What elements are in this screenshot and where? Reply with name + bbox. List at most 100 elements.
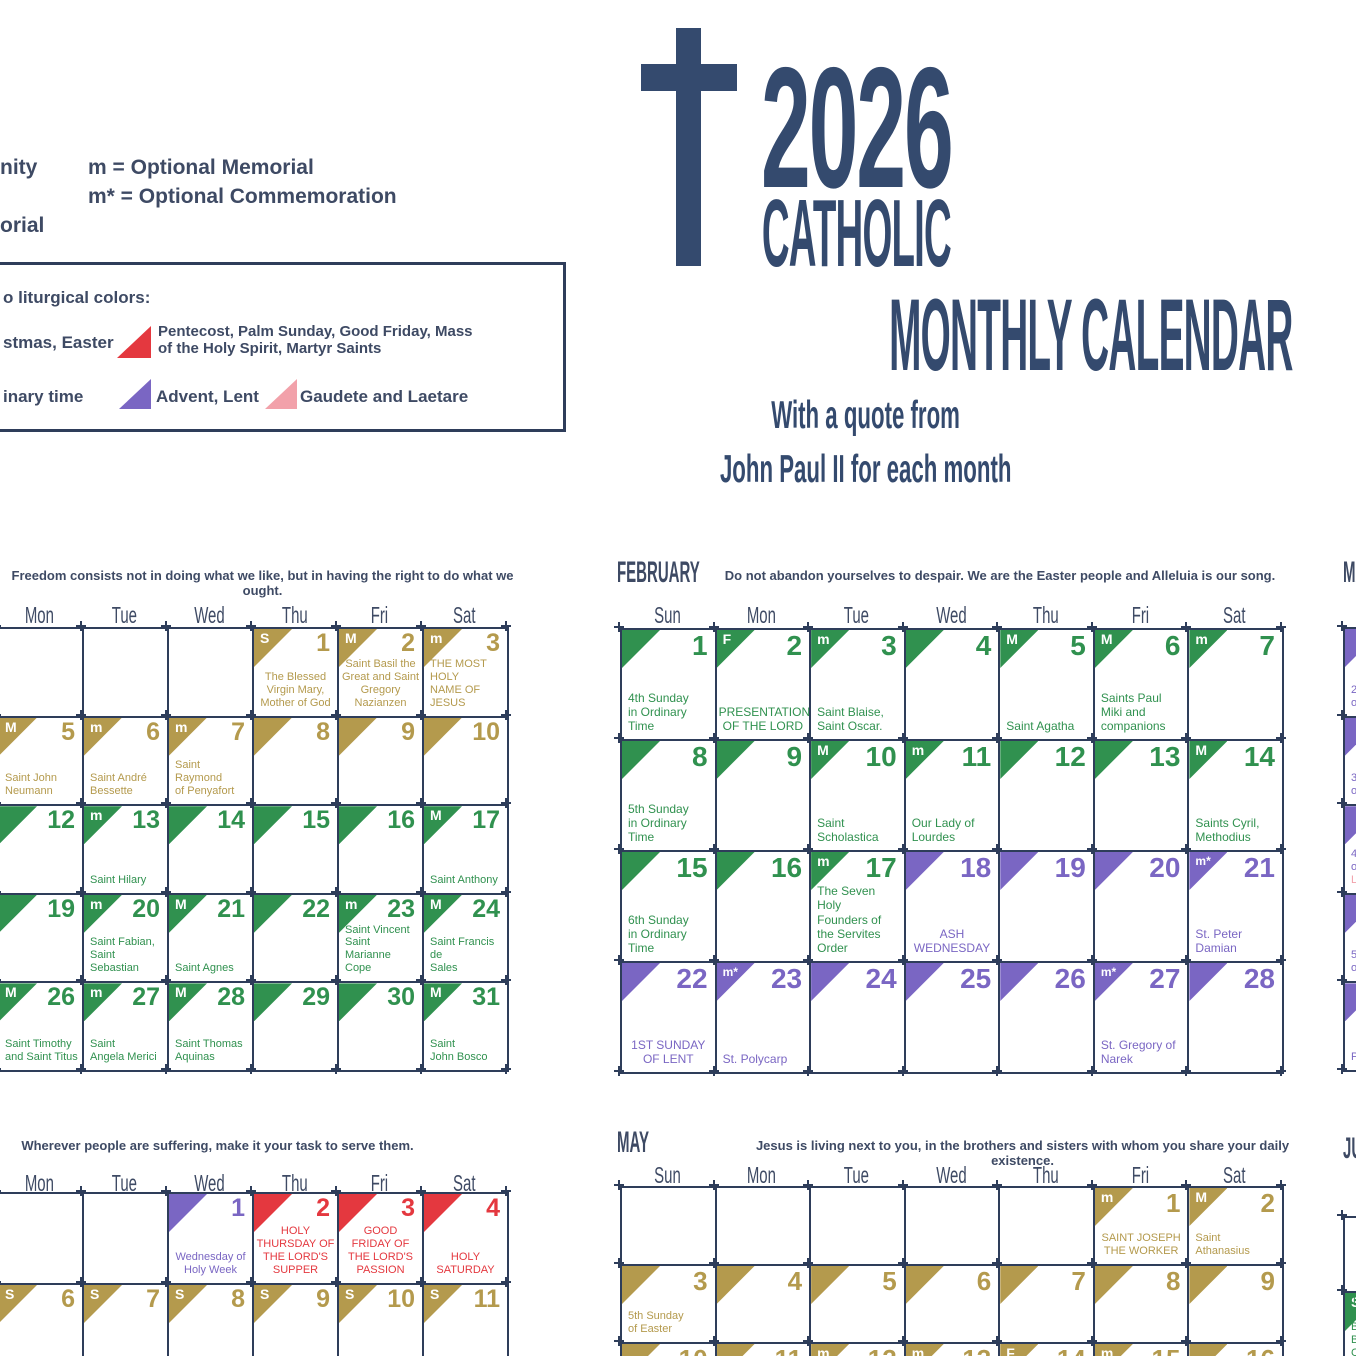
calendar-cell: 9 xyxy=(716,741,812,852)
feast-label: 3rd Sunday of Lent xyxy=(1351,772,1356,798)
day-number: 1 xyxy=(231,1194,245,1222)
feast-label: 4th Sunday in Ordinary Time xyxy=(628,690,689,733)
calendar-cell: 4 HOLY SATURDAY xyxy=(424,1194,509,1285)
triangle-letter: S xyxy=(345,1286,355,1302)
calendar-cell: m 13 xyxy=(905,1344,1001,1356)
triangle-letter: M xyxy=(175,984,187,1001)
calendar-cell: m* 23 St. Polycarp xyxy=(716,963,812,1074)
day-number: 27 xyxy=(132,983,160,1012)
feast-label: 6th Sunday in Ordinary Time xyxy=(628,912,689,955)
liturgical-triangle xyxy=(254,806,292,845)
feast-label: THE MOST HOLY NAME OF JESUS xyxy=(430,657,487,709)
weekday-header: Fri xyxy=(1131,1162,1149,1188)
month-title-june: JUNE xyxy=(1343,1132,1356,1165)
day-number: 9 xyxy=(1260,1266,1275,1296)
weekday-header: Thu xyxy=(281,1170,308,1196)
calendar-cell: 15 6th Sunday in Ordinary Time xyxy=(622,852,717,963)
feast-label: Saints Cyril, Methodius xyxy=(1195,815,1260,844)
weekday-header: Sat xyxy=(453,1170,476,1196)
day-number: 15 xyxy=(302,806,330,835)
calendar-cell: 3 5th Sunday of Easter xyxy=(622,1266,717,1344)
calendar-cell: m* 27 St. Gregory of Narek xyxy=(1094,963,1190,1074)
feast-label: 5th Sunday of Easter xyxy=(628,1310,684,1336)
triangle-letter: m* xyxy=(1195,854,1211,868)
feast-label: Our Lady of Lourdes xyxy=(911,815,975,844)
legend-white-label: stmas, Easter xyxy=(3,333,114,352)
liturgical-triangle xyxy=(1000,852,1039,890)
liturgical-triangle xyxy=(622,630,660,668)
weekday-header: Thu xyxy=(1032,1162,1059,1188)
calendar-cell: F 2 PRESENTATION OF THE LORD xyxy=(716,630,812,741)
calendar-cell: m 11 Our Lady of Lourdes xyxy=(905,741,1001,852)
calendar-cell: 7 xyxy=(1000,1266,1095,1344)
month-title-february: FEBRUARY xyxy=(617,556,700,589)
liturgical-triangle xyxy=(0,806,37,845)
calendar-cell: 29 xyxy=(254,983,339,1072)
triangle-letter: F xyxy=(1006,1345,1015,1356)
liturgical-triangle xyxy=(1345,806,1356,845)
triangle-letter: M xyxy=(1195,742,1208,758)
liturgical-triangle xyxy=(905,1266,944,1304)
day-number: 7 xyxy=(1259,630,1275,661)
month-quote-may: Jesus is living next to you, in the brot… xyxy=(755,1138,1290,1168)
feast-label: PRESENTATION OF THE LORD xyxy=(718,704,811,733)
day-number: 2 xyxy=(1260,1188,1275,1218)
day-number: 11 xyxy=(961,741,992,772)
calendar-cell xyxy=(169,629,254,718)
weekday-header: Tue xyxy=(111,1170,138,1196)
day-number: 29 xyxy=(302,983,330,1012)
triangle-letter: S xyxy=(175,1286,185,1302)
calendar-cell: m 20 Saint Fabian, Saint Sebastian xyxy=(84,894,169,984)
liturgical-triangle xyxy=(254,717,292,756)
day-number: 3 xyxy=(401,1194,415,1222)
calendar-cell: m 6 Saint André Bessette xyxy=(84,717,169,807)
calendar-cell: 19 xyxy=(1000,852,1095,963)
weekday-header: Wed xyxy=(935,602,967,628)
liturgical-triangle xyxy=(254,894,292,933)
pink-triangle-icon xyxy=(265,379,297,409)
day-number: 1 xyxy=(316,629,330,657)
day-number: 22 xyxy=(302,894,330,923)
feast-label: The Blessed Virgin Mary, Mother of God xyxy=(260,670,331,709)
day-number: 12 xyxy=(868,1346,897,1356)
weekday-header: Sat xyxy=(1223,1162,1246,1188)
feast-label: 2nd Sunday of Lent xyxy=(1351,684,1356,710)
calendar-cell xyxy=(811,1188,906,1266)
day-number: 28 xyxy=(217,983,245,1012)
feast-label: The Seven Holy Founders of the Servites … xyxy=(817,884,882,955)
day-number: 3 xyxy=(486,629,500,657)
calendar-cell: S 1 The Blessed Virgin Mary, Mother of God xyxy=(254,629,339,718)
calendar-cell: 1 Wednesday of Holy Week xyxy=(169,1194,254,1285)
day-number: 19 xyxy=(1054,852,1086,883)
triangle-letter: S xyxy=(90,1286,100,1302)
calendar-cell: 25 xyxy=(905,963,1001,1074)
liturgical-triangle xyxy=(622,852,660,890)
weekday-header: Sat xyxy=(1223,602,1246,628)
liturgical-triangle xyxy=(339,717,377,756)
calendar-cell: 6 xyxy=(905,1266,1001,1344)
liturgical-triangle xyxy=(1094,1266,1133,1304)
month-quote-february: Do not abandon yourselves to despair. We… xyxy=(724,568,1276,583)
liturgical-triangle xyxy=(1345,717,1356,756)
day-number: 26 xyxy=(47,983,75,1012)
calendar-cell xyxy=(0,629,84,718)
day-number: 16 xyxy=(387,806,415,835)
calendar-cell: M 26 Saint Timothy and Saint Titus xyxy=(0,983,84,1072)
liturgical-triangle xyxy=(1094,741,1133,779)
liturgical-colors-legend: o liturgical colors: stmas, Easter Pente… xyxy=(0,262,566,432)
calendar-cell xyxy=(84,1194,169,1285)
feast-label: ASH WEDNESDAY xyxy=(913,926,991,955)
liturgical-triangle xyxy=(811,1266,850,1304)
calendar-cell: 2 HOLY THURSDAY OF THE LORD'S SUPPER xyxy=(254,1194,339,1285)
month-title-march: MARCH xyxy=(1343,556,1356,589)
triangle-letter: M xyxy=(175,895,187,912)
feast-label: Saint Basil the Great and Saint Gregory … xyxy=(341,657,420,709)
triangle-letter: F xyxy=(722,631,732,647)
triangle-letter: S xyxy=(430,1286,440,1302)
legend-memorial-fragment: orial xyxy=(0,214,45,237)
day-number: 2 xyxy=(316,1194,330,1222)
triangle-letter: M xyxy=(345,630,357,646)
triangle-letter: M xyxy=(430,895,442,912)
liturgical-triangle xyxy=(0,894,37,933)
calendar-cell: 16 xyxy=(716,852,812,963)
